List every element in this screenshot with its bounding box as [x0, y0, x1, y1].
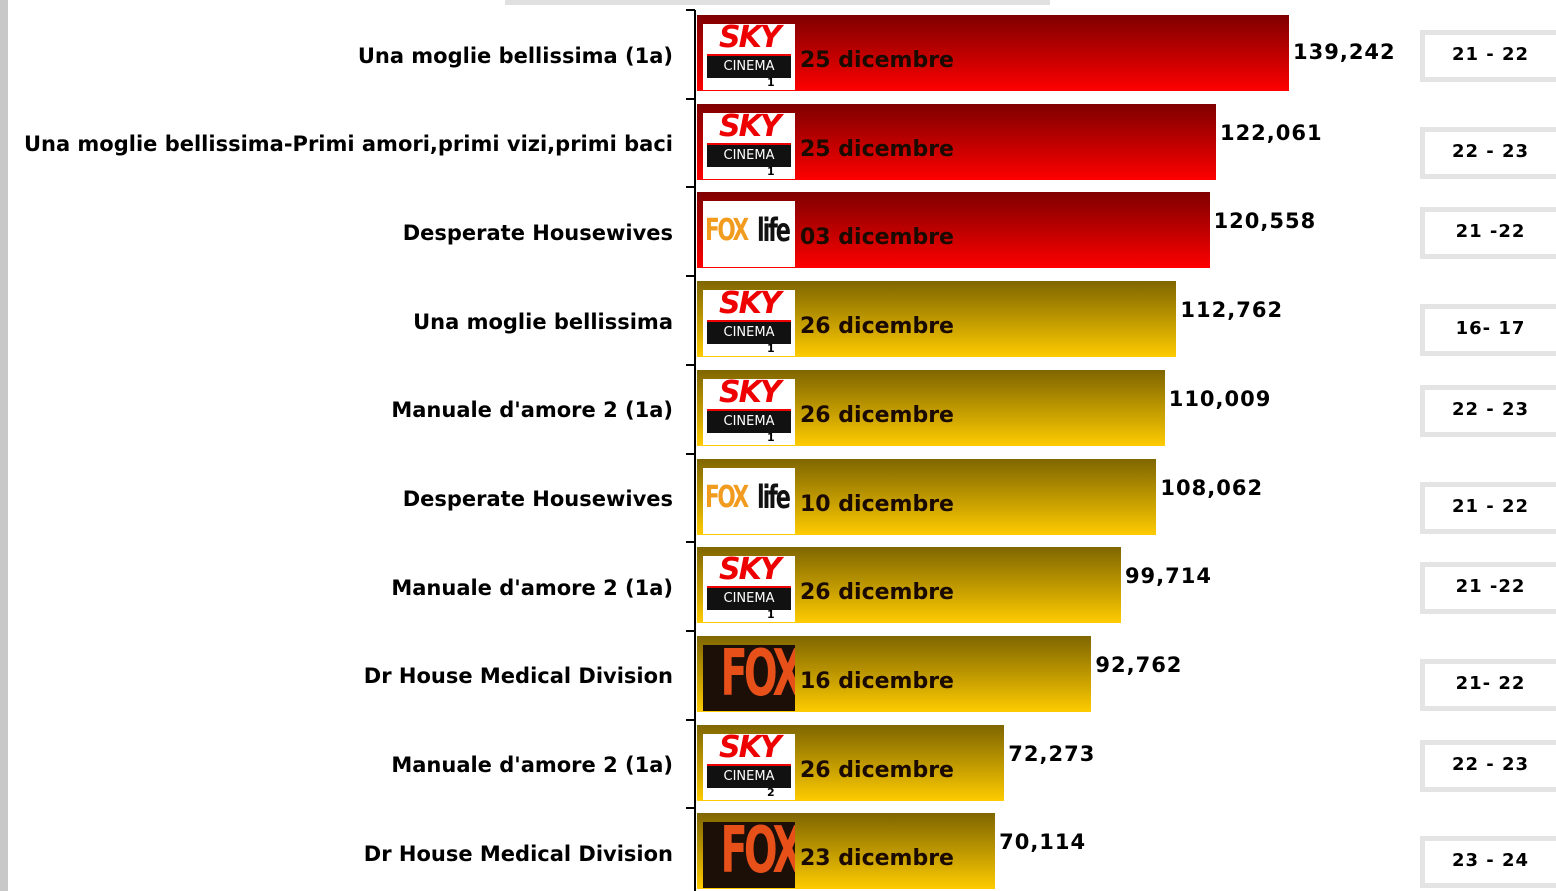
category-label: Una moglie bellissima: [0, 308, 673, 337]
side-strip: [0, 0, 8, 891]
logo-num: 2: [767, 785, 775, 799]
axis-tick: [686, 363, 695, 366]
channel-logo: FOX: [703, 644, 795, 711]
value-label: 108,062: [1160, 475, 1264, 500]
date-label: 03 dicembre: [800, 225, 954, 251]
logo-sub: CINEMA: [707, 142, 791, 167]
category-text: Desperate Housewives: [402, 487, 673, 511]
axis-tick: [686, 452, 695, 455]
value-label: 139,242: [1293, 40, 1396, 64]
time-slot: 21 - 22: [1420, 481, 1556, 534]
value-label: 92,762: [1095, 652, 1183, 677]
logo-brand: FOX: [705, 213, 749, 249]
category-label: Desperate Housewives: [0, 485, 673, 514]
bar: [697, 15, 1289, 91]
logo-sub: CINEMA: [707, 54, 791, 78]
date-label: 26 dicembre: [800, 314, 954, 340]
time-slot: 22 - 23: [1420, 126, 1556, 179]
channel-logo: SKY CINEMA 1: [703, 290, 795, 357]
logo-sub: CINEMA: [707, 320, 791, 345]
axis-tick: [686, 97, 695, 100]
axis-tick: [686, 718, 695, 721]
logo-brand: SKY: [719, 24, 782, 55]
channel-logo: FOX life: [703, 467, 795, 534]
time-slot: 22 - 23: [1420, 384, 1556, 437]
time-slot: 21 -22: [1420, 562, 1556, 615]
value-label: 112,762: [1180, 298, 1284, 323]
value-label: 122,061: [1219, 120, 1323, 145]
date-label: 25 dicembre: [800, 136, 954, 162]
channel-logo: FOX life: [703, 201, 795, 268]
category-text: Manuale d'amore 2 (1a): [391, 753, 673, 778]
axis-tick: [686, 541, 695, 544]
axis-tick: [686, 629, 695, 632]
date-label: 16 dicembre: [800, 668, 954, 694]
logo-num: 1: [767, 608, 775, 622]
date-label: 26 dicembre: [800, 402, 954, 428]
logo-brand: SKY: [719, 556, 782, 588]
category-label: Una moglie bellissima (1a): [0, 42, 673, 71]
category-text: Una moglie bellissima: [413, 309, 673, 334]
value-label: 72,273: [1008, 741, 1096, 766]
date-label: 26 dicembre: [800, 580, 954, 606]
category-label: Una moglie bellissima-Primi amori,primi …: [0, 130, 673, 159]
logo-brand: FOX: [705, 479, 749, 515]
logo-brand: SKY: [719, 290, 782, 322]
date-label: 23 dicembre: [800, 846, 954, 872]
logo-num: 1: [767, 342, 775, 356]
date-label: 10 dicembre: [800, 491, 954, 517]
logo-brand: SKY: [719, 112, 782, 144]
category-text: Manuale d'amore 2 (1a): [391, 398, 673, 423]
category-text: Una moglie bellissima-Primi amori,primi …: [23, 132, 673, 157]
category-label: Manuale d'amore 2 (1a): [0, 751, 673, 780]
axis-line: [694, 10, 696, 891]
category-text: Dr House Medical Division: [363, 841, 673, 866]
time-slot: 23 - 24: [1420, 836, 1556, 889]
logo-num: 1: [767, 76, 775, 89]
channel-logo: SKY CINEMA 1: [703, 112, 795, 179]
logo-num: 1: [767, 430, 775, 444]
time-slot: 21- 22: [1420, 658, 1556, 711]
time-slot: 16- 17: [1420, 304, 1556, 357]
logo-sub: life: [757, 211, 791, 250]
channel-logo: SKY CINEMA 2: [703, 733, 795, 800]
top-strip: [505, 0, 1050, 5]
logo-brand: FOX: [720, 822, 795, 889]
channel-logo: SKY CINEMA 1: [703, 378, 795, 445]
category-text: Manuale d'amore 2 (1a): [391, 575, 673, 600]
category-label: Dr House Medical Division: [0, 662, 673, 691]
category-label: Desperate Housewives: [0, 219, 673, 248]
time-slot: 22 - 23: [1420, 739, 1556, 792]
logo-brand: FOX: [720, 644, 795, 711]
time-slot: 21 -22: [1420, 207, 1556, 260]
time-slot: 21 - 22: [1420, 30, 1556, 82]
logo-sub: CINEMA: [707, 586, 791, 611]
value-label: 110,009: [1168, 386, 1272, 411]
date-label: 26 dicembre: [800, 757, 954, 783]
logo-brand: SKY: [719, 378, 782, 410]
category-text: Desperate Housewives: [402, 220, 673, 245]
value-label: 120,558: [1213, 209, 1317, 234]
logo-brand: SKY: [719, 733, 782, 765]
category-label: Dr House Medical Division: [0, 840, 673, 869]
logo-sub: life: [757, 477, 791, 516]
category-text: Dr House Medical Division: [363, 664, 673, 689]
axis-tick: [686, 275, 695, 278]
logo-sub: CINEMA: [707, 408, 791, 433]
channel-logo: SKY CINEMA 1: [703, 556, 795, 623]
value-label: 99,714: [1124, 564, 1212, 589]
channel-logo: SKY CINEMA 1: [703, 24, 795, 90]
logo-num: 1: [767, 164, 775, 178]
date-label: 25 dicembre: [800, 48, 954, 73]
value-label: 70,114: [999, 830, 1087, 855]
axis-tick: [686, 9, 695, 11]
category-text: Una moglie bellissima (1a): [357, 43, 673, 68]
category-label: Manuale d'amore 2 (1a): [0, 574, 673, 603]
channel-logo: FOX: [703, 822, 795, 889]
axis-tick: [686, 186, 695, 189]
logo-sub: CINEMA: [707, 763, 791, 788]
axis-tick: [686, 807, 695, 810]
category-label: Manuale d'amore 2 (1a): [0, 396, 673, 425]
